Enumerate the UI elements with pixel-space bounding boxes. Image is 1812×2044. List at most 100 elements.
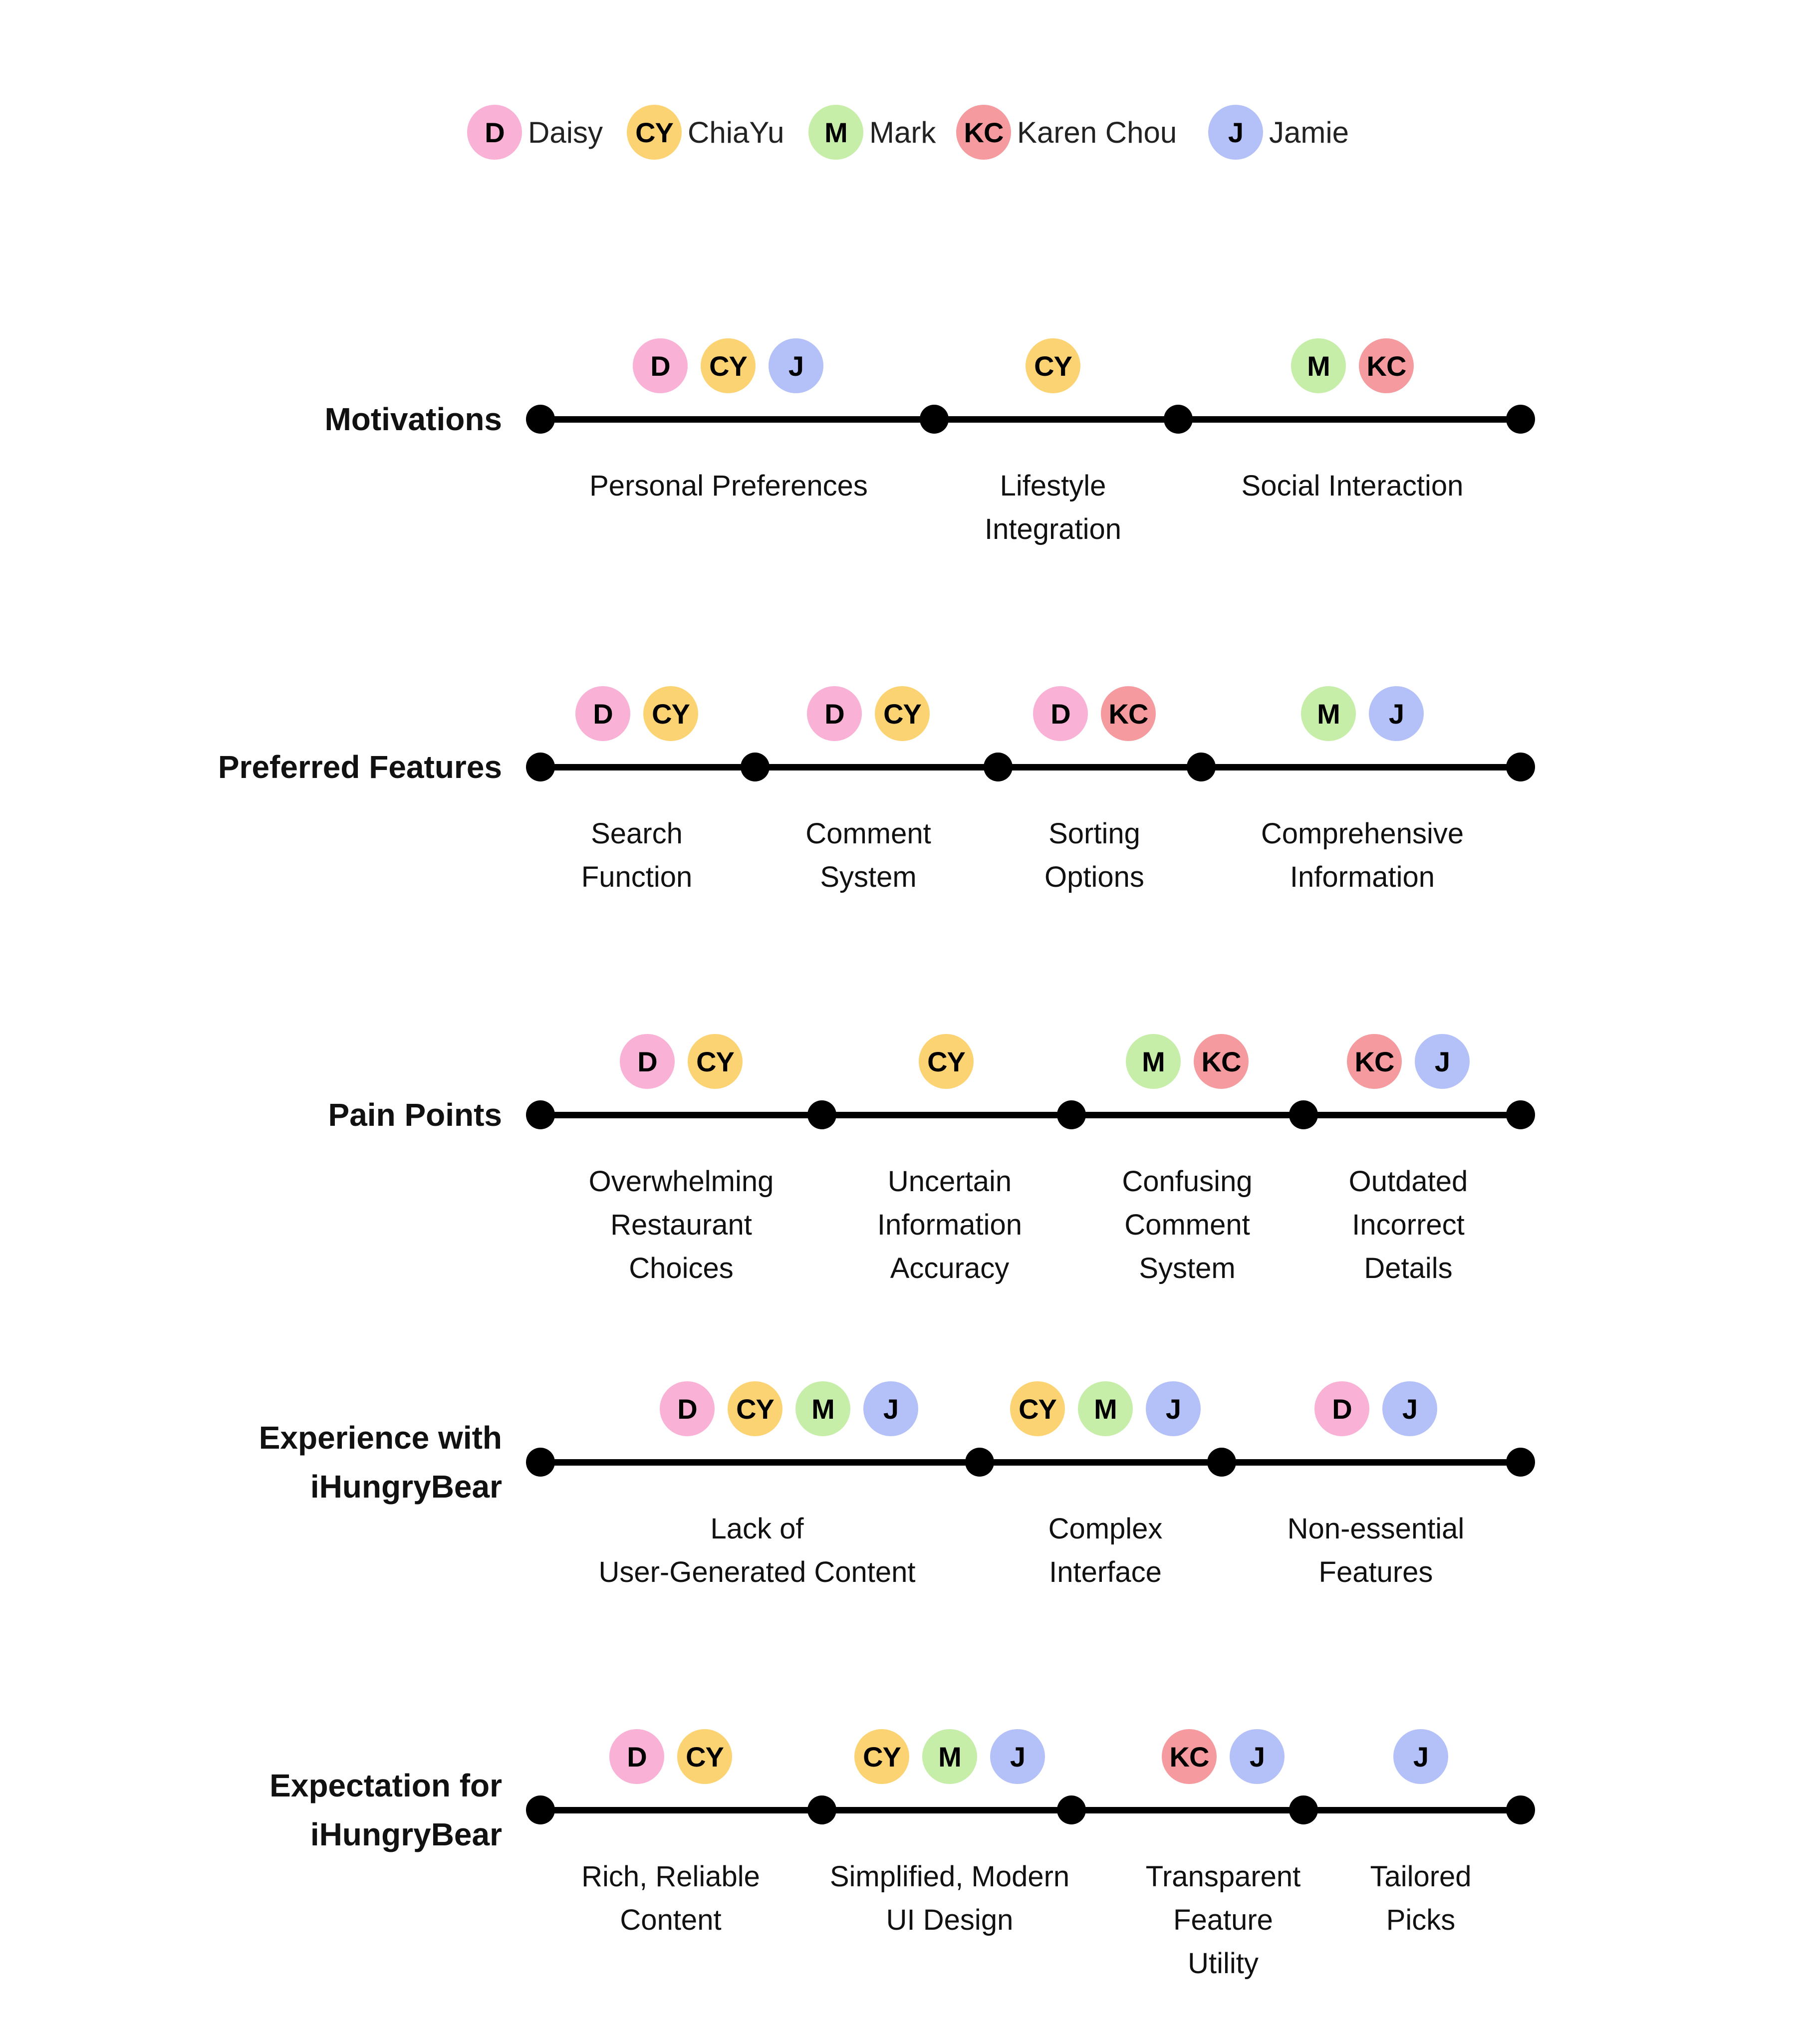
segment-label-line: Personal Preferences — [589, 470, 868, 502]
legend-name: ChiaYu — [688, 115, 784, 149]
segment-label: Social Interaction — [1158, 464, 1547, 508]
segment-label-line: System — [1139, 1252, 1236, 1284]
segment-label-line: Uncertain — [887, 1165, 1012, 1198]
segment-participants: J — [1196, 1729, 1645, 1784]
participant-avatar: KC — [1347, 1034, 1402, 1089]
segment-label: Non-essential Features — [1181, 1507, 1570, 1594]
participant-avatar: J — [1146, 1381, 1201, 1436]
participant-avatar: D — [620, 1034, 675, 1089]
participant-avatar: D — [1033, 686, 1088, 741]
participant-avatar: J — [990, 1729, 1045, 1784]
segment-label-line: Transparent — [1145, 1860, 1301, 1893]
segment-label: Uncertain Information Accuracy — [755, 1160, 1144, 1290]
segment-label-line: Feature — [1173, 1904, 1273, 1936]
timeline-node — [1506, 405, 1535, 434]
segment-label-line: Social Interaction — [1241, 470, 1464, 502]
segment-label-line: Outdated — [1348, 1165, 1468, 1198]
segment-participants: CY — [722, 1034, 1171, 1089]
participant-avatar: J — [863, 1381, 918, 1436]
segment-label: Outdated Incorrect Details — [1214, 1160, 1603, 1290]
participant-avatar: J — [1230, 1729, 1285, 1784]
participant-avatar: CY — [1010, 1381, 1065, 1436]
legend-avatar: D — [467, 105, 522, 160]
segment-participants: CY — [828, 338, 1278, 393]
segment-label: Search Function — [442, 812, 831, 899]
participant-avatar: D — [633, 338, 688, 393]
timeline-track — [540, 1112, 1521, 1118]
segment-label-line: Comment — [805, 817, 931, 850]
participant-avatar: KC — [1101, 686, 1156, 741]
participant-avatar: D — [609, 1729, 664, 1784]
participant-avatar: KC — [1359, 338, 1414, 393]
timeline-node — [1057, 1100, 1086, 1129]
segment-label-line: Tailored — [1370, 1860, 1472, 1893]
segment-participants: CY M J — [725, 1729, 1174, 1784]
segment-label: Lack of User-Generated Content — [562, 1507, 952, 1594]
segment-participants: D CY — [457, 1034, 906, 1089]
segment-label: Comment System — [674, 812, 1063, 899]
segment-label-line: Simplified, Modern — [829, 1860, 1070, 1893]
participant-avatar: J — [1382, 1381, 1437, 1436]
segment-participants: D CY — [446, 1729, 895, 1784]
timeline-node — [1187, 753, 1216, 781]
segment-label-line: Details — [1364, 1252, 1453, 1284]
participant-avatar: J — [769, 338, 823, 393]
segment-label-line: Choices — [629, 1252, 734, 1284]
segment-label-line: Sorting — [1048, 817, 1140, 850]
timeline-node — [1164, 405, 1193, 434]
segment-label: Simplified, Modern UI Design — [755, 1855, 1144, 1942]
segment-label-line: Accuracy — [890, 1252, 1010, 1284]
segment-participants: D CY — [412, 686, 861, 741]
legend-name: Jamie — [1269, 115, 1349, 149]
row-title: Expectation for iHungryBear — [103, 1761, 502, 1859]
segment-label: Lifestyle Integration — [858, 464, 1248, 551]
segment-label-line: Search — [591, 817, 683, 850]
row-title-line: iHungryBear — [310, 1816, 502, 1852]
legend-avatar: J — [1208, 105, 1263, 160]
segment-label-line: Features — [1318, 1556, 1433, 1588]
row-title: Motivations — [103, 395, 502, 444]
legend-name: Daisy — [528, 115, 603, 149]
participant-avatar: CY — [677, 1729, 732, 1784]
timeline-node — [1506, 1100, 1535, 1129]
legend-item-chiayu: CY ChiaYu — [627, 102, 784, 162]
participant-avatar: CY — [728, 1381, 782, 1436]
legend-name: Mark — [869, 115, 936, 149]
participant-avatar: J — [1393, 1729, 1448, 1784]
participant-avatar: CY — [701, 338, 756, 393]
row-title-line: Motivations — [324, 401, 502, 437]
timeline-track — [540, 1459, 1521, 1466]
segment-participants: D CY M J — [564, 1381, 1014, 1436]
participant-avatar: M — [795, 1381, 850, 1436]
participant-avatar: CY — [688, 1034, 743, 1089]
participant-avatar: M — [1126, 1034, 1181, 1089]
segment-label-line: Confusing — [1122, 1165, 1253, 1198]
segment-label-line: Information — [1290, 861, 1435, 893]
segment-label-line: Picks — [1386, 1904, 1456, 1936]
legend-avatar: CY — [627, 105, 682, 160]
segment-label-line: Utility — [1188, 1947, 1259, 1980]
segment-label-line: Integration — [984, 513, 1122, 545]
participant-avatar: M — [1078, 1381, 1133, 1436]
participant-avatar: CY — [854, 1729, 909, 1784]
legend-avatar: KC — [956, 105, 1011, 160]
participant-avatar: M — [1301, 686, 1356, 741]
row-title-line: Pain Points — [328, 1097, 503, 1133]
participant-avatar: CY — [643, 686, 698, 741]
segment-label-line: Content — [620, 1904, 722, 1936]
participant-avatar: D — [1314, 1381, 1369, 1436]
segment-label-line: Comment — [1124, 1209, 1250, 1241]
row-title: Pain Points — [103, 1090, 503, 1139]
segment-label: Sorting Options — [900, 812, 1289, 899]
legend-item-jamie: J Jamie — [1208, 102, 1349, 162]
segment-label-line: System — [820, 861, 917, 893]
row-title: Experience with iHungryBear — [103, 1413, 502, 1511]
segment-label: Rich, Reliable Content — [476, 1855, 865, 1942]
timeline-node — [1207, 1448, 1236, 1477]
participant-avatar: CY — [919, 1034, 974, 1089]
segment-label: Transparent Feature Utility — [1029, 1855, 1418, 1985]
segment-label: Tailored Picks — [1226, 1855, 1615, 1942]
legend-name: Karen Chou — [1017, 115, 1177, 149]
participant-avatar: M — [922, 1729, 977, 1784]
